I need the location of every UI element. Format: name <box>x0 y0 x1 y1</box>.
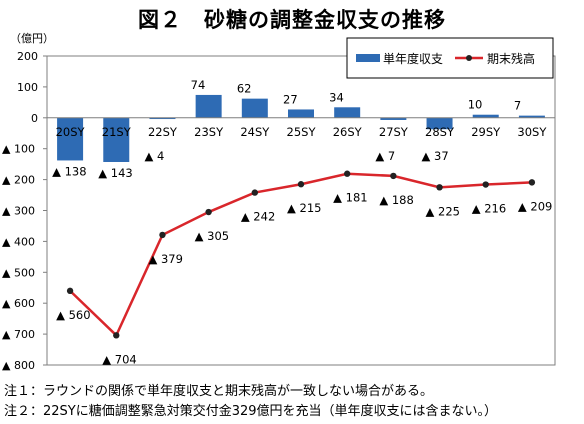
balance-point-20SY <box>66 287 74 295</box>
bar-21SY <box>103 117 130 162</box>
category-label: 22SY <box>148 125 178 139</box>
balance-value-label: ▲ 181 <box>333 191 367 205</box>
y-tick-label: 0 <box>31 112 38 125</box>
legend-line-label: 期末残高 <box>487 51 535 66</box>
bar-24SY <box>241 98 268 118</box>
footnote-2: 注２：22SYに糖価調整緊急対策交付金329億円を充当（単年度収支には含まない。… <box>4 404 498 419</box>
bar-value-label: ▲ 37 <box>422 149 449 163</box>
balance-point-21SY <box>113 332 120 339</box>
bar-26SY <box>334 107 361 118</box>
bar-29SY <box>472 114 499 118</box>
category-label: 25SY <box>287 125 317 139</box>
balance-point-22SY <box>159 231 166 239</box>
y-tick-label: ▲ 100 <box>2 143 35 156</box>
bar-23SY <box>195 94 222 118</box>
legend-box <box>346 37 554 79</box>
category-label: 30SY <box>517 125 547 139</box>
balance-value-label: ▲ 215 <box>287 201 321 215</box>
bar-value-label: 7 <box>514 99 521 113</box>
balance-value-label: ▲ 225 <box>426 204 460 218</box>
bar-value-label: 62 <box>237 82 252 96</box>
category-label: 28SY <box>425 125 455 139</box>
bar-22SY <box>149 117 176 120</box>
category-label: 26SY <box>333 125 363 139</box>
balance-value-label: ▲ 209 <box>518 199 552 213</box>
balance-value-label: ▲ 305 <box>195 229 229 243</box>
balance-value-label: ▲ 242 <box>241 210 275 224</box>
y-tick-label: 200 <box>17 50 38 63</box>
balance-point-27SY <box>390 172 397 180</box>
y-unit-label: （億円） <box>10 32 54 45</box>
bar-20SY <box>57 117 84 161</box>
balance-value-label: ▲ 560 <box>56 308 90 322</box>
bar-value-label: 34 <box>329 90 344 104</box>
y-tick-label: ▲ 500 <box>2 266 35 279</box>
balance-point-28SY <box>436 184 443 191</box>
y-tick-label: 100 <box>17 81 38 94</box>
y-tick-label: ▲ 800 <box>2 359 35 372</box>
balance-point-24SY <box>251 189 259 196</box>
footnote-1: 注１：ラウンドの関係で単年度収支と期末残高が一致しない場合がある。 <box>4 384 434 399</box>
balance-point-26SY <box>343 170 351 177</box>
category-label: 20SY <box>56 125 86 139</box>
y-tick-label: ▲ 700 <box>2 328 35 341</box>
category-label: 24SY <box>240 125 270 139</box>
bar-value-label: ▲ 7 <box>375 149 395 163</box>
bar-value-label: ▲ 4 <box>144 149 164 163</box>
chart-title: 図２ 砂糖の調整金収支の推移 <box>138 8 446 32</box>
plot-area <box>46 55 556 366</box>
balance-point-30SY <box>528 179 536 186</box>
category-label: 27SY <box>379 125 409 139</box>
legend-line-marker <box>466 55 472 61</box>
balance-value-label: ▲ 216 <box>472 202 506 216</box>
bar-value-label: ▲ 143 <box>98 166 132 180</box>
category-label: 21SY <box>102 125 132 139</box>
y-tick-label: ▲ 200 <box>2 174 35 187</box>
legend-bar-label: 単年度収支 <box>383 51 443 66</box>
balance-value-label: ▲ 188 <box>379 193 413 207</box>
category-label: 23SY <box>194 125 224 139</box>
bar-value-label: 74 <box>191 78 206 92</box>
balance-point-29SY <box>482 181 489 188</box>
bar-value-label: ▲ 138 <box>52 164 86 178</box>
balance-value-label: ▲ 379 <box>148 252 182 266</box>
balance-point-23SY <box>205 208 212 216</box>
y-tick-label: ▲ 300 <box>2 205 35 218</box>
bar-28SY <box>426 117 453 130</box>
bar-25SY <box>288 109 314 118</box>
y-tick-label: ▲ 400 <box>2 235 35 248</box>
balance-line <box>69 172 532 338</box>
legend: 単年度収支 期末残高 <box>346 37 554 79</box>
bar-30SY <box>518 115 545 118</box>
category-label: 29SY <box>471 125 501 139</box>
bar-27SY <box>380 117 407 120</box>
legend-bar-swatch <box>356 54 380 62</box>
bar-value-label: 27 <box>283 92 298 106</box>
balance-point-25SY <box>297 181 305 188</box>
balance-value-label: ▲ 704 <box>102 352 136 366</box>
y-tick-label: ▲ 600 <box>2 297 35 310</box>
bar-value-label: 10 <box>468 98 483 112</box>
